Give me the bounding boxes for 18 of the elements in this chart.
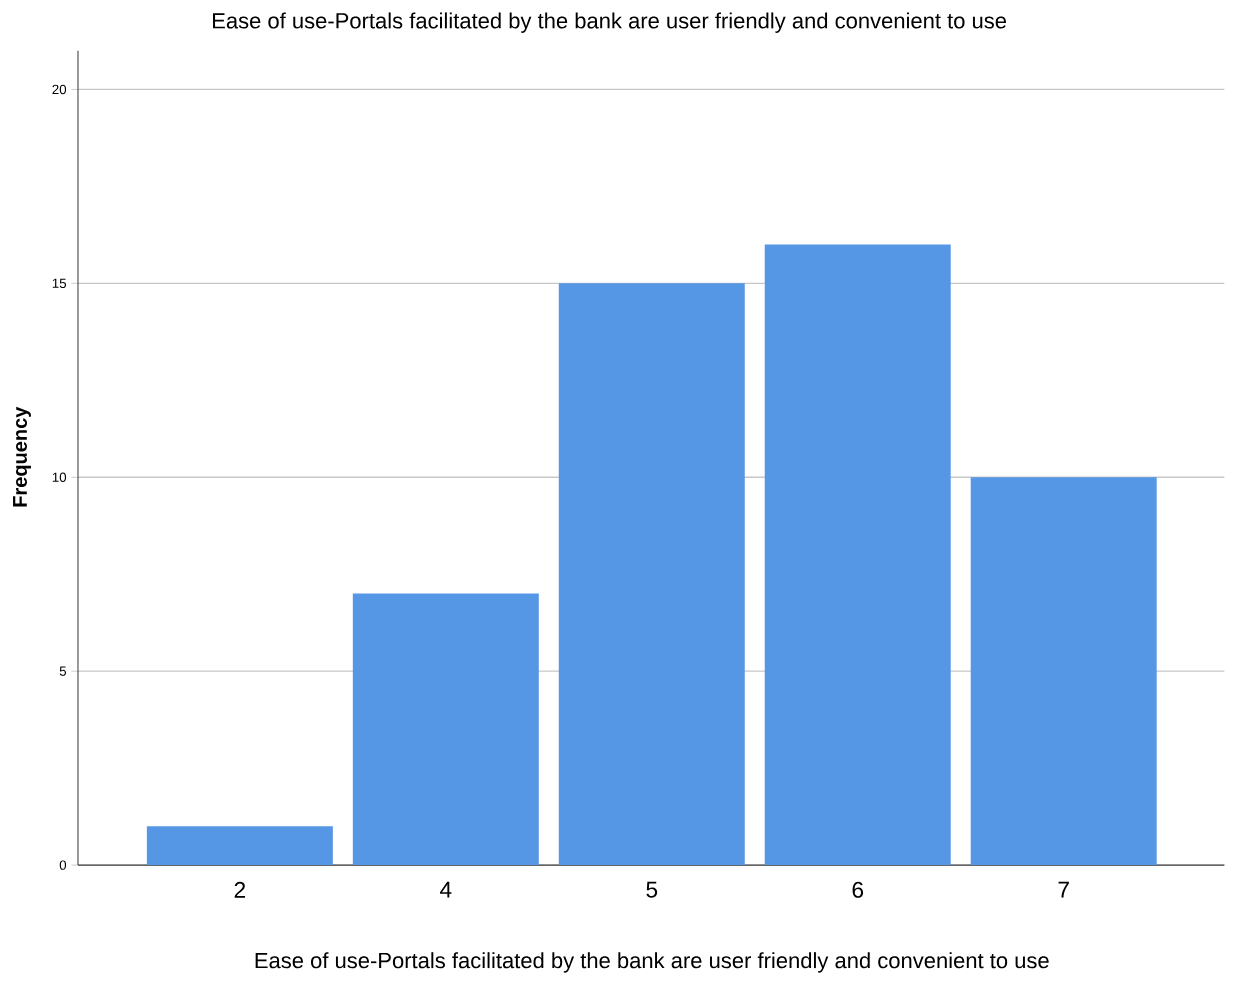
x-axis-title: Ease of use-Portals facilitated by the bank are user friendly and convenient to use: [255, 951, 1049, 973]
x-tick-label: 5: [646, 881, 658, 898]
x-tick-label: 6: [852, 881, 864, 898]
y-axis-title: Frequency: [13, 406, 31, 507]
y-tick-label: 20: [52, 84, 67, 94]
y-tick-label: 0: [59, 860, 67, 870]
bar: [146, 826, 333, 865]
y-tick-label: 15: [52, 278, 67, 288]
bar: [558, 283, 745, 865]
x-tick-label: 2: [234, 881, 246, 898]
y-tick-label: 10: [52, 472, 67, 482]
chart-title: Ease of use-Portals facilitated by the bank are user friendly and convenient to use: [213, 12, 1007, 33]
bar: [764, 244, 951, 865]
x-tick-label: 7: [1058, 881, 1069, 898]
bar: [352, 593, 539, 865]
bar: [970, 477, 1157, 865]
y-tick-label: 5: [59, 666, 67, 676]
x-tick-label: 4: [440, 881, 452, 898]
